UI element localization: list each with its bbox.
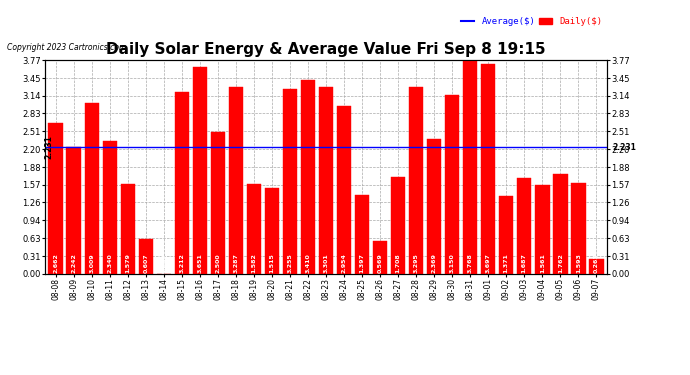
Bar bbox=[427, 140, 442, 274]
Text: 1.708: 1.708 bbox=[395, 253, 401, 273]
Text: 1.593: 1.593 bbox=[576, 253, 581, 273]
Legend: Average($), Daily($): Average($), Daily($) bbox=[461, 18, 602, 27]
Bar bbox=[66, 147, 81, 274]
Text: 3.150: 3.150 bbox=[450, 253, 455, 273]
Bar bbox=[571, 183, 586, 274]
Text: 2.231: 2.231 bbox=[613, 143, 637, 152]
Bar bbox=[283, 89, 297, 274]
Text: 3.212: 3.212 bbox=[179, 253, 184, 273]
Bar bbox=[84, 103, 99, 274]
Text: 2.242: 2.242 bbox=[71, 253, 76, 273]
Bar bbox=[265, 188, 279, 274]
Bar bbox=[445, 95, 460, 274]
Bar bbox=[48, 123, 63, 274]
Bar bbox=[319, 87, 333, 274]
Text: 2.500: 2.500 bbox=[215, 253, 220, 273]
Bar bbox=[193, 67, 207, 274]
Text: 2.662: 2.662 bbox=[53, 253, 58, 273]
Bar bbox=[517, 178, 531, 274]
Bar bbox=[589, 259, 604, 274]
Text: 1.582: 1.582 bbox=[251, 253, 257, 273]
Text: 2.340: 2.340 bbox=[107, 253, 112, 273]
Bar bbox=[373, 242, 387, 274]
Bar bbox=[301, 80, 315, 274]
Bar bbox=[210, 132, 225, 274]
Bar bbox=[228, 87, 243, 274]
Bar bbox=[355, 195, 369, 274]
Text: 3.768: 3.768 bbox=[468, 253, 473, 273]
Text: 3.651: 3.651 bbox=[197, 253, 202, 273]
Text: 1.579: 1.579 bbox=[126, 253, 130, 273]
Text: 3.295: 3.295 bbox=[413, 253, 419, 273]
Text: 0.569: 0.569 bbox=[377, 253, 382, 273]
Bar bbox=[553, 174, 568, 274]
Text: 3.697: 3.697 bbox=[486, 253, 491, 273]
Bar bbox=[481, 64, 495, 274]
Text: 1.371: 1.371 bbox=[504, 253, 509, 273]
Text: 3.301: 3.301 bbox=[324, 253, 328, 273]
Text: 0.263: 0.263 bbox=[594, 253, 599, 273]
Bar bbox=[121, 184, 135, 274]
Text: 2.954: 2.954 bbox=[342, 253, 346, 273]
Bar bbox=[139, 239, 153, 274]
Text: 3.410: 3.410 bbox=[306, 253, 310, 273]
Bar bbox=[535, 185, 549, 274]
Text: 1.687: 1.687 bbox=[522, 253, 526, 273]
Text: 2.369: 2.369 bbox=[432, 253, 437, 273]
Bar bbox=[247, 184, 261, 274]
Text: 3.009: 3.009 bbox=[89, 253, 95, 273]
Text: 1.561: 1.561 bbox=[540, 253, 545, 273]
Bar bbox=[103, 141, 117, 274]
Text: 0.000: 0.000 bbox=[161, 253, 166, 273]
Bar bbox=[409, 87, 424, 274]
Bar bbox=[391, 177, 405, 274]
Bar bbox=[175, 92, 189, 274]
Bar bbox=[463, 60, 477, 274]
Text: 2.231: 2.231 bbox=[44, 135, 54, 159]
Text: 1.397: 1.397 bbox=[359, 253, 364, 273]
Text: 1.762: 1.762 bbox=[558, 253, 563, 273]
Text: 0.607: 0.607 bbox=[144, 253, 148, 273]
Title: Daily Solar Energy & Average Value Fri Sep 8 19:15: Daily Solar Energy & Average Value Fri S… bbox=[106, 42, 546, 57]
Text: Copyright 2023 Cartronics.com: Copyright 2023 Cartronics.com bbox=[7, 43, 126, 52]
Text: 3.255: 3.255 bbox=[288, 253, 293, 273]
Text: 1.515: 1.515 bbox=[270, 253, 275, 273]
Bar bbox=[337, 106, 351, 274]
Text: 3.287: 3.287 bbox=[233, 253, 239, 273]
Bar bbox=[499, 196, 513, 274]
